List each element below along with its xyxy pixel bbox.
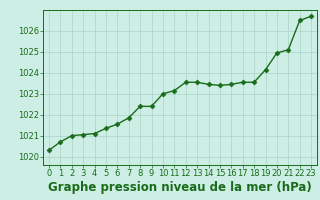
X-axis label: Graphe pression niveau de la mer (hPa): Graphe pression niveau de la mer (hPa) — [48, 181, 312, 194]
